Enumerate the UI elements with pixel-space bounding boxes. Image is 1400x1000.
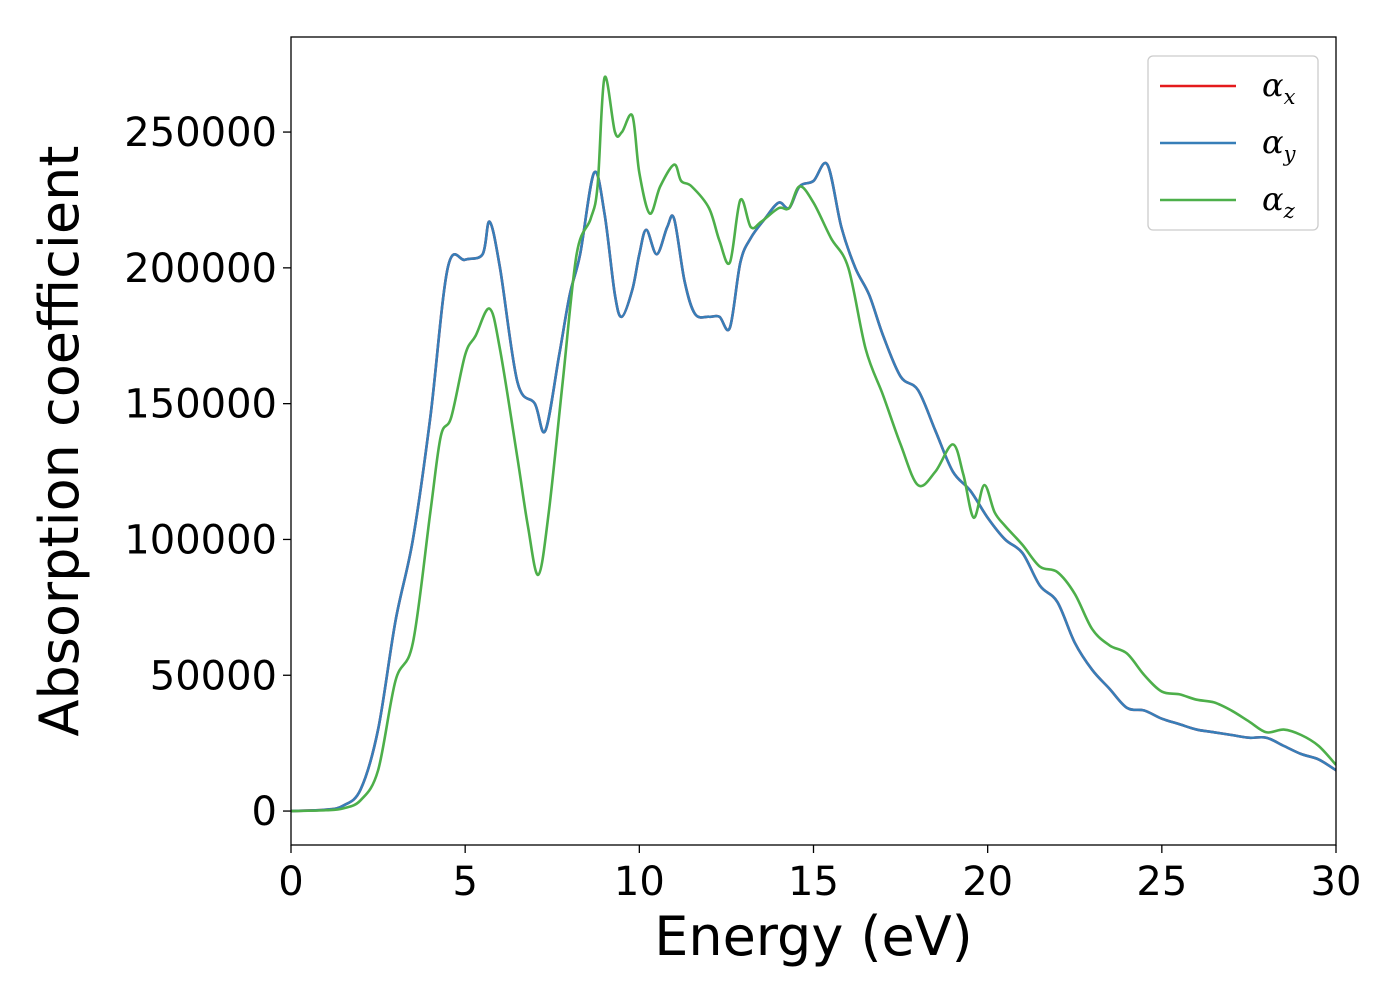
x-axis-ticks: 0 5 10 15 20 25 30 — [278, 845, 1361, 905]
y-tick-label: 50000 — [150, 653, 277, 699]
y-tick-label: 200000 — [124, 246, 277, 292]
legend-label-alpha-z: αz — [1262, 180, 1296, 223]
y-axis-title: Absorption coefficient — [28, 146, 91, 737]
x-tick-label: 5 — [452, 859, 477, 905]
y-tick-label: 0 — [252, 789, 277, 835]
legend-label-alpha-x: αx — [1262, 66, 1296, 109]
x-tick-label: 0 — [278, 859, 303, 905]
series-line-alpha-y — [291, 161, 1336, 813]
series-line-alpha-z — [291, 75, 1336, 813]
legend: αx αy αz — [1147, 55, 1319, 231]
x-tick-label: 30 — [1311, 859, 1362, 905]
x-tick-label: 25 — [1136, 859, 1187, 905]
y-tick-label: 250000 — [124, 110, 277, 156]
series-layer — [291, 75, 1336, 813]
legend-label-alpha-y: αy — [1262, 123, 1297, 166]
y-tick-label: 150000 — [124, 382, 277, 428]
series-line-alpha-x — [291, 161, 1336, 813]
x-tick-label: 15 — [788, 859, 839, 905]
y-tick-label: 100000 — [124, 517, 277, 563]
y-axis-ticks: 0 50000 100000 150000 200000 250000 — [124, 110, 291, 835]
x-tick-label: 10 — [614, 859, 665, 905]
x-axis-title: Energy (eV) — [654, 905, 973, 968]
x-tick-label: 20 — [962, 859, 1013, 905]
